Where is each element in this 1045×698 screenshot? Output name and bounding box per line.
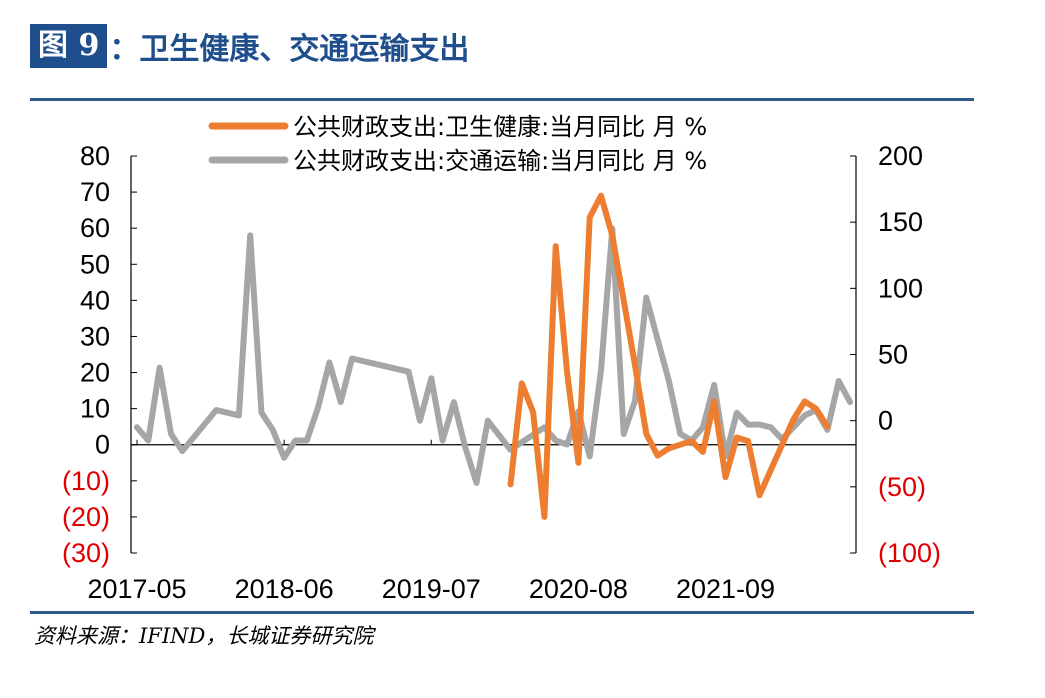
left-y-tick-label: 40 (80, 285, 110, 315)
legend-label-transport: 公共财政支出:交通运输:当月同比 月 % (293, 147, 707, 175)
left-y-tick-label: (10) (62, 466, 110, 496)
health-series-line (507, 192, 831, 520)
top-rule (30, 98, 974, 101)
x-tick-label: 2017-05 (87, 574, 186, 604)
x-tick-label: 2020-08 (529, 574, 628, 604)
legend-label-health: 公共财政支出:卫生健康:当月同比 月 % (293, 113, 707, 141)
right-y-tick-label: 50 (878, 340, 908, 370)
left-y-tick-label: 60 (80, 213, 110, 243)
right-y-tick-label: 150 (878, 207, 923, 237)
figure-label-badge: 图 9 (30, 24, 108, 68)
figure-title: ：卫生健康、交通运输支出 (109, 32, 470, 67)
x-tick-label: 2018-06 (235, 574, 334, 604)
left-y-tick-label: 70 (80, 177, 110, 207)
x-tick-label: 2019-07 (382, 574, 481, 604)
right-y-tick-label: 0 (878, 406, 893, 436)
right-y-tick-label: 200 (878, 141, 923, 171)
left-y-tick-label: (30) (62, 538, 110, 568)
transport-series-line (134, 225, 853, 486)
left-y-tick-label: 0 (95, 430, 110, 460)
source-note: 资料来源：IFIND，长城证券研究院 (34, 624, 374, 648)
left-y-tick-label: 50 (80, 249, 110, 279)
right-y-tick-label: (100) (878, 538, 941, 568)
bottom-rule (30, 611, 974, 614)
right-y-tick-label: 100 (878, 273, 923, 303)
left-y-tick-label: 10 (80, 394, 110, 424)
left-y-tick-label: 30 (80, 321, 110, 351)
left-y-tick-label: 80 (80, 141, 110, 171)
x-tick-label: 2021-09 (676, 574, 775, 604)
right-y-tick-label: (50) (878, 472, 926, 502)
axes-layer: 80706050403020100(10)(20)(30)20015010050… (62, 141, 941, 604)
legend: 公共财政支出:卫生健康:当月同比 月 % 公共财政支出:交通运输:当月同比 月 % (208, 113, 707, 175)
series-layer (134, 192, 853, 520)
left-y-tick-label: 20 (80, 358, 110, 388)
left-y-tick-label: (20) (62, 502, 110, 532)
figure-header: 图 9 ：卫生健康、交通运输支出 (30, 22, 469, 70)
